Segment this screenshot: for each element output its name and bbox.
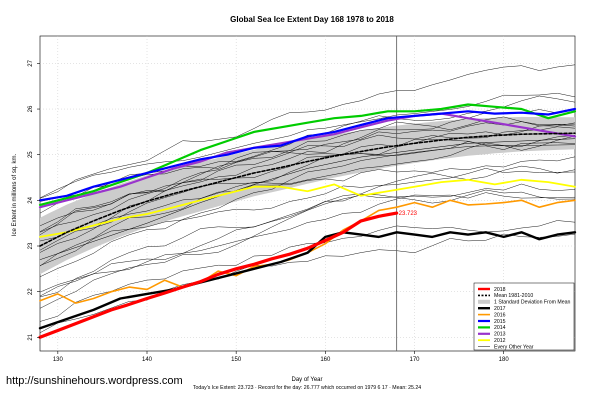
- watermark-url: http://sunshinehours.wordpress.com: [6, 375, 183, 387]
- y-axis-label: Ice Extent in millions of sq. km.: [12, 153, 18, 236]
- every-other-year-line-8: [39, 124, 576, 253]
- every-other-year-line-0: [39, 233, 576, 333]
- x-tick-label-140: 140: [142, 357, 153, 363]
- legend-label-mean-1981-2010: Mean 1981-2010: [494, 293, 533, 299]
- every-other-year-line-16: [39, 64, 576, 199]
- every-other-year-line-12: [39, 121, 576, 233]
- current-value-label: 23.723: [399, 211, 418, 217]
- series-layer: [38, 103, 577, 339]
- every-other-year-line-15: [39, 95, 576, 202]
- every-other-year-line-4: [39, 192, 576, 293]
- y-tick-label-25: 25: [28, 151, 34, 158]
- series-line-2018: [38, 211, 399, 339]
- std-dev-band: [40, 116, 575, 275]
- legend-label-2015: 2015: [494, 319, 506, 325]
- every-other-year-line-2: [39, 183, 576, 309]
- every-other-year-lines: [39, 64, 576, 333]
- legend-label-every-other-year: Every Other Year: [494, 344, 534, 350]
- legend-label-2014: 2014: [494, 325, 506, 331]
- footer-stats: Today's Ice Extent: 23.723 · Record for …: [193, 385, 421, 391]
- y-tick-label-22: 22: [28, 288, 34, 295]
- every-other-year-line-18: [39, 165, 576, 297]
- every-other-year-line-5: [39, 142, 576, 278]
- y-tick-label-23: 23: [28, 242, 34, 249]
- every-other-year-line-10: [39, 135, 576, 242]
- x-tick-label-130: 130: [53, 357, 64, 363]
- legend-label-2018: 2018: [494, 287, 506, 293]
- series-line-2013: [38, 112, 577, 209]
- y-tick-label-26: 26: [28, 105, 34, 112]
- y-tick-label-21: 21: [28, 333, 34, 340]
- series-line-mean-1981-2010: [39, 132, 576, 247]
- y-tick-label-27: 27: [28, 59, 34, 66]
- x-axis-ticks: 130 140 150 160 170 180: [53, 351, 510, 363]
- x-tick-label-180: 180: [499, 357, 510, 363]
- std-dev-area: [40, 116, 575, 275]
- x-tick-label-150: 150: [231, 357, 242, 363]
- x-tick-label-170: 170: [409, 357, 420, 363]
- x-tick-label-160: 160: [320, 357, 331, 363]
- every-other-year-line-19: [39, 126, 576, 235]
- x-axis-label: Day of Year: [291, 377, 322, 383]
- legend-label-2017: 2017: [494, 306, 506, 312]
- legend-swatch-1-standard-deviation-from-mean: [478, 299, 490, 304]
- legend-label-2016: 2016: [494, 312, 506, 318]
- series-line-2012: [39, 178, 576, 238]
- series-line-every-other-year: [39, 138, 576, 260]
- every-other-year-line-17: [39, 92, 576, 199]
- series-line-2014: [38, 103, 577, 206]
- series-line-2015: [38, 107, 577, 202]
- plot-frame: [39, 35, 576, 352]
- y-axis-ticks: 21 22 23 24 25 26 27: [28, 59, 40, 341]
- legend-label-2012: 2012: [494, 338, 506, 344]
- legend-box: [473, 282, 575, 351]
- every-other-year-line-3: [39, 189, 576, 298]
- chart-title: Global Sea Ice Extent Day 168 1978 to 20…: [230, 15, 394, 24]
- series-line-2017: [38, 231, 577, 330]
- y-tick-label-24: 24: [28, 196, 34, 203]
- legend-label-2013: 2013: [494, 332, 506, 338]
- legend-label-1-standard-deviation-from-mean: 1 Standard Deviation From Mean: [494, 300, 571, 306]
